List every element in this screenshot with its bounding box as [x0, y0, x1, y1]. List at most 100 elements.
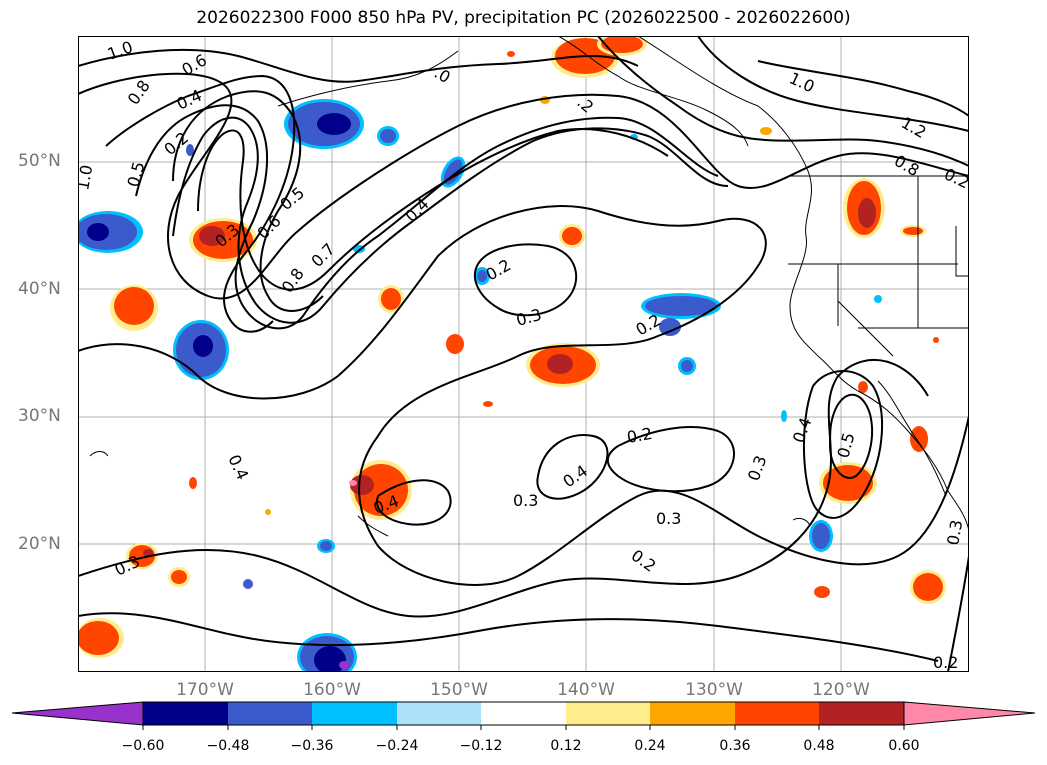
precip-blob: [186, 144, 194, 156]
contour-label: 0.2: [941, 164, 969, 192]
lon-label-130w: 130°W: [685, 680, 743, 700]
precip-blob: [843, 178, 885, 238]
contour-label: 0.8: [278, 265, 308, 297]
lon-label-150w: 150°W: [430, 680, 488, 700]
colorbar-tick-label: −0.12: [459, 738, 503, 754]
lat-label-20n: 20°N: [18, 534, 61, 554]
precip-blob: [933, 337, 939, 343]
colorbar-segment: [566, 702, 650, 725]
pv-contour-line: [197, 128, 669, 291]
precip-blob: [377, 126, 399, 146]
colorbar: [11, 701, 1036, 730]
colorbar-tick-label: −0.24: [375, 738, 419, 754]
islands-coast: [89, 451, 109, 457]
colorbar-tick-label: −0.36: [290, 738, 334, 754]
contour-label: 1.0: [786, 68, 817, 96]
pv-contour-line: [606, 425, 735, 493]
precip-blob: [809, 520, 833, 552]
precip-blob: [110, 285, 158, 331]
lat-label-50n: 50°N: [18, 151, 61, 171]
precip-blob: [900, 225, 926, 237]
colorbar-tick-label: 0.36: [719, 738, 751, 754]
pv-contour-line: [78, 359, 929, 618]
pv-contour-line: [757, 60, 969, 117]
map-panel[interactable]: 1.0 0.8 0.6 0.4 0.2 1.0 0.5 0.3 0.6 0.5 …: [78, 36, 969, 672]
precip-blob: [910, 426, 928, 452]
precip-negative-patches: [78, 99, 882, 672]
precip-blob: [168, 567, 190, 587]
colorbar-tick-label: −0.60: [121, 738, 165, 754]
pv-contour-line: [172, 90, 324, 312]
colorbar-tick-label: −0.48: [206, 738, 250, 754]
islands-coast: [792, 517, 811, 527]
state-border: [837, 300, 894, 357]
lon-label-160w: 160°W: [303, 680, 361, 700]
precip-blob: [910, 570, 946, 604]
pv-contour-line: [697, 36, 969, 132]
colorbar-segment: [228, 702, 312, 725]
precip-blob: [858, 381, 868, 393]
contour-label: 0.4: [224, 452, 252, 483]
precip-positive-patches: [78, 36, 946, 658]
precip-blob: [317, 539, 335, 553]
contour-label: 0.3: [744, 453, 771, 483]
contour-label: 0.8: [124, 77, 154, 109]
contour-label: 1.0: [78, 163, 96, 191]
map-title: 2026022300 F000 850 hPa PV, precipitatio…: [196, 8, 851, 28]
pv-contour-line: [78, 72, 969, 300]
aleutian-coast: [277, 50, 459, 107]
contour-label: 1.2: [898, 113, 930, 142]
lat-label-30n: 30°N: [18, 406, 61, 426]
contour-label: 0.6: [253, 211, 284, 242]
contour-label: 0.5: [124, 160, 149, 190]
colorbar-tick-label: 0.24: [634, 738, 666, 754]
pv-contour-line: [172, 116, 729, 324]
lon-label-120w: 120°W: [812, 680, 870, 700]
precip-blob: [378, 285, 404, 313]
precip-blob: [78, 211, 143, 253]
precip-blob: [641, 293, 721, 336]
pv-contour-line: [376, 479, 452, 526]
pv-contour-line: [78, 205, 969, 586]
coastlines: [89, 36, 969, 537]
precip-blob: [297, 633, 357, 672]
colorbar-tick-label: 0.60: [888, 738, 920, 754]
pv-contour-line: [597, 36, 969, 167]
precip-blob: [349, 460, 412, 520]
colorbar-tick-label: 0.12: [550, 738, 582, 754]
precip-blob: [678, 357, 696, 375]
precip-blob: [526, 343, 600, 387]
precip-blob: [483, 401, 493, 407]
colorbar-segment: [735, 702, 819, 725]
state-border: [955, 226, 969, 277]
pv-contour-line: [473, 243, 578, 317]
lat-label-40n: 40°N: [18, 279, 61, 299]
pv-contour-line: [947, 555, 969, 672]
colorbar-ticks: [142, 725, 905, 730]
contour-label: 0.5: [276, 183, 308, 214]
precip-blob: [559, 224, 585, 248]
alaska-coast: [557, 36, 749, 147]
colorbar-extend-low: [11, 701, 144, 726]
contour-label: 0.4: [401, 194, 432, 225]
pv-contour-line: [135, 104, 719, 330]
baja-coast: [877, 380, 947, 497]
contour-label: .2: [573, 93, 597, 117]
colorbar-segment: [397, 702, 481, 725]
contour-label: 1.0: [105, 37, 135, 64]
colorbar-segment: [481, 702, 566, 725]
pv-contour-line: [536, 434, 609, 500]
precip-blob: [78, 618, 124, 658]
contour-label: 0.3: [943, 518, 966, 546]
pv-contour-line: [105, 74, 296, 333]
precip-blob: [474, 267, 490, 285]
precip-blob: [284, 99, 364, 149]
contour-label: 0.5: [834, 431, 859, 461]
precip-blob: [173, 320, 229, 380]
contour-label: 0.3: [656, 509, 681, 528]
precip-blob: [819, 462, 877, 504]
contour-label: 0.4: [174, 86, 205, 114]
precip-blob: [189, 477, 197, 489]
precip-blob: [243, 579, 253, 589]
contour-label: 0.2: [625, 424, 653, 447]
